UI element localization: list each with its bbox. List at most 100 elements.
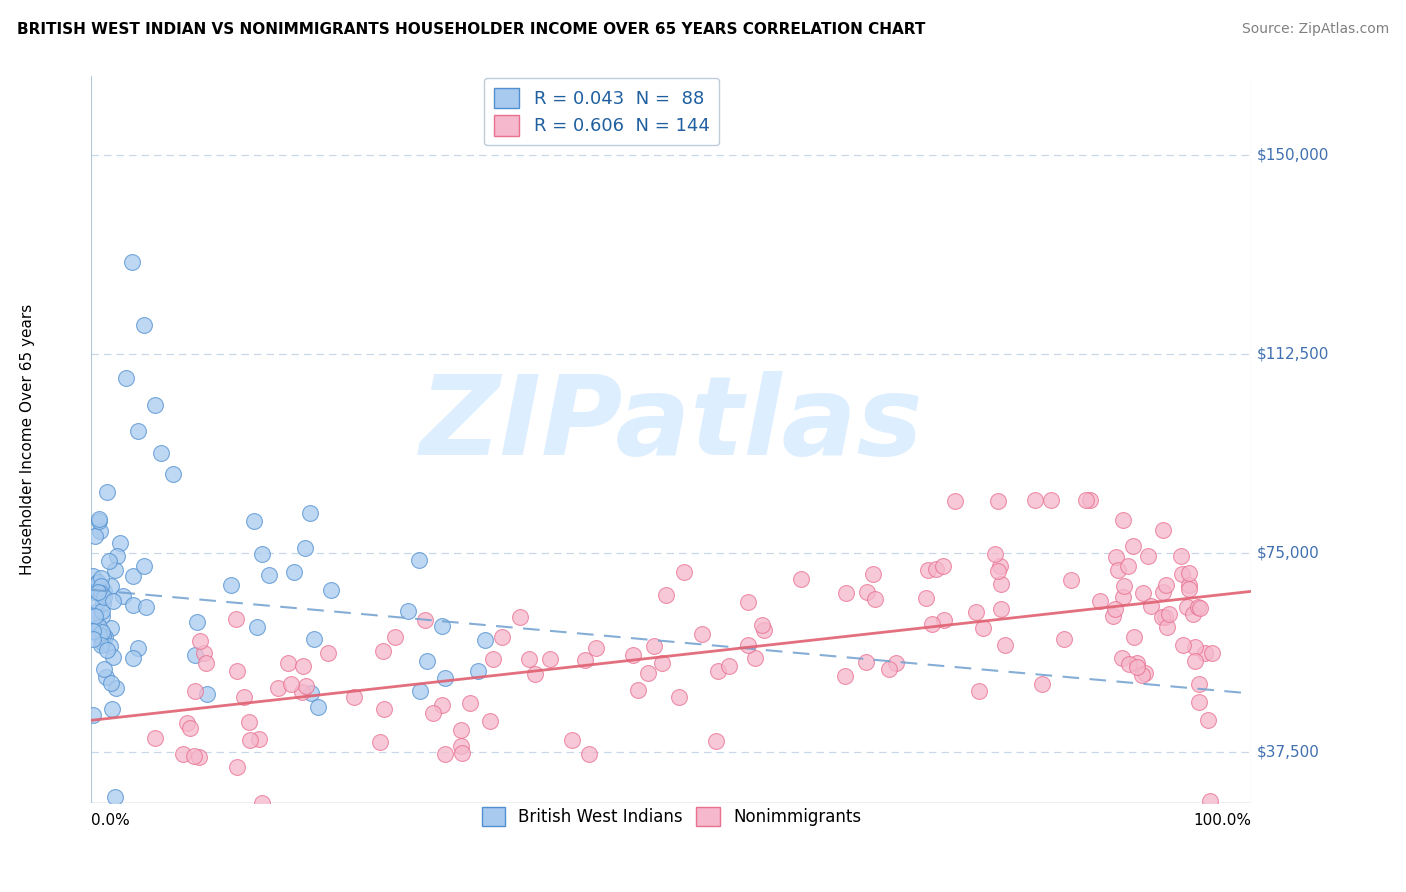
Point [415, 654, 437, 668]
Point [1126, 657, 1149, 671]
Point [987, 564, 1010, 578]
Point [82, 624, 104, 638]
Point [654, 588, 676, 602]
Point [298, 506, 321, 520]
Point [1194, 646, 1216, 660]
Point [626, 682, 648, 697]
Point [195, 687, 218, 701]
Point [183, 749, 205, 764]
Point [990, 602, 1012, 616]
Point [127, 425, 149, 439]
Point [1118, 657, 1140, 672]
Point [225, 612, 247, 626]
Point [243, 514, 266, 528]
Point [186, 615, 208, 629]
Point [105, 549, 128, 563]
Point [172, 747, 194, 762]
Point [122, 650, 145, 665]
Point [252, 547, 274, 561]
Point [921, 617, 943, 632]
Point [291, 684, 314, 698]
Point [316, 646, 339, 660]
Point [249, 732, 271, 747]
Point [855, 655, 877, 669]
Point [83, 585, 105, 599]
Point [855, 585, 877, 599]
Point [1188, 677, 1211, 691]
Point [1107, 563, 1129, 577]
Point [1156, 620, 1178, 634]
Point [1152, 523, 1174, 537]
Point [184, 648, 207, 663]
Point [707, 665, 730, 679]
Point [479, 714, 502, 728]
Point [90, 608, 112, 623]
Point [127, 640, 149, 655]
Point [283, 565, 305, 579]
Point [252, 796, 274, 810]
Point [90, 638, 112, 652]
Point [384, 630, 406, 644]
Point [90, 579, 112, 593]
Point [232, 690, 254, 704]
Point [509, 609, 531, 624]
Point [299, 686, 322, 700]
Point [1187, 599, 1209, 614]
Text: 0.0%: 0.0% [91, 814, 131, 829]
Text: $75,000: $75,000 [1257, 546, 1320, 561]
Point [93, 662, 115, 676]
Point [578, 747, 600, 761]
Point [752, 624, 775, 638]
Point [93, 590, 115, 604]
Point [987, 494, 1010, 508]
Point [100, 579, 122, 593]
Point [195, 657, 218, 671]
Point [90, 571, 112, 585]
Point [82, 632, 104, 647]
Point [1112, 590, 1135, 604]
Point [87, 627, 110, 641]
Point [96, 484, 118, 499]
Point [1132, 586, 1154, 600]
Point [1112, 513, 1135, 527]
Point [538, 652, 561, 666]
Point [621, 648, 644, 662]
Point [482, 651, 505, 665]
Point [84, 623, 107, 637]
Point [91, 597, 114, 611]
Point [990, 577, 1012, 591]
Point [1122, 539, 1144, 553]
Point [266, 681, 288, 695]
Point [1198, 794, 1220, 808]
Point [915, 591, 938, 606]
Point [1078, 493, 1101, 508]
Point [103, 649, 125, 664]
Point [1197, 713, 1219, 727]
Point [122, 569, 145, 583]
Point [1140, 599, 1163, 614]
Point [1053, 632, 1076, 646]
Point [108, 536, 131, 550]
Point [84, 529, 107, 543]
Point [1031, 677, 1053, 691]
Point [744, 651, 766, 665]
Text: Source: ZipAtlas.com: Source: ZipAtlas.com [1241, 22, 1389, 37]
Point [1170, 567, 1192, 582]
Point [1178, 578, 1201, 592]
Point [994, 638, 1017, 652]
Point [690, 627, 713, 641]
Point [373, 701, 395, 715]
Point [100, 621, 122, 635]
Point [1171, 638, 1194, 652]
Point [561, 733, 583, 747]
Point [1154, 610, 1177, 624]
Point [101, 593, 124, 607]
Point [925, 562, 948, 576]
Point [91, 635, 114, 649]
Point [1201, 646, 1223, 660]
Point [226, 760, 249, 774]
Point [94, 630, 117, 644]
Point [225, 664, 247, 678]
Point [121, 598, 143, 612]
Point [89, 620, 111, 634]
